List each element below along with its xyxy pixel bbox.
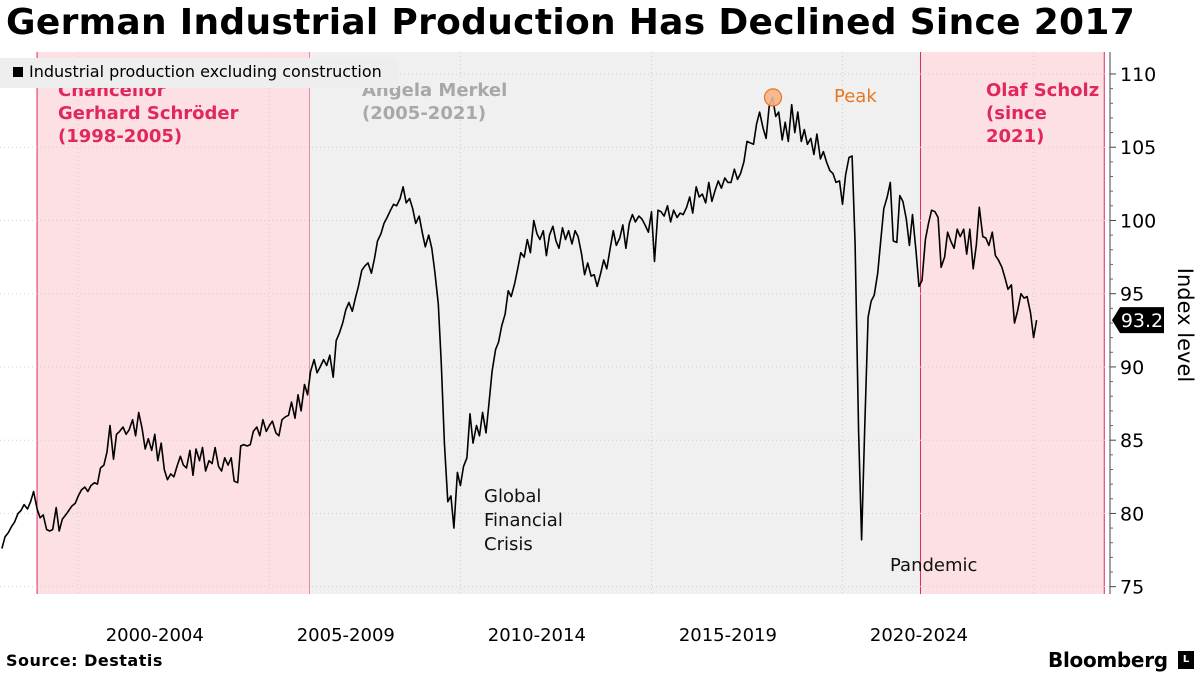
gridlines <box>0 52 1110 594</box>
series-line <box>1 96 1038 549</box>
region-label-merkel: Angela Merkel <box>362 80 507 101</box>
x-tick-label: 2020-2024 <box>870 625 968 646</box>
region-scholz <box>920 52 1105 594</box>
region-shades <box>36 52 1105 594</box>
region-label-scholz: Olaf Scholz <box>986 80 1099 101</box>
annotation-pandemic: Pandemic <box>890 555 977 576</box>
axes: 75 80 85 90 95 100 105 110 Index level 93.2 2000-2… <box>106 52 1197 646</box>
annotation-gfc: Financial <box>484 510 563 531</box>
y-tick-label: 95 <box>1120 284 1144 306</box>
source-note: Source: Destatis <box>6 651 163 670</box>
annotation-peak: Peak <box>834 86 877 107</box>
peak-marker <box>763 88 783 107</box>
y-tick-label: 80 <box>1120 503 1144 525</box>
region-label-scholz: 2021) <box>986 126 1044 147</box>
annotations: Global Financial Crisis Pandemic Peak <box>484 86 977 576</box>
legend: Industrial production excluding construc… <box>0 58 398 88</box>
y-tick-label: 105 <box>1120 137 1156 159</box>
annotation-gfc: Crisis <box>484 534 533 555</box>
y-tick-label: 75 <box>1120 577 1144 599</box>
x-tick-label: 2010-2014 <box>488 625 586 646</box>
region-label-merkel: (2005-2021) <box>362 103 486 124</box>
bloomberg-terminal-icon: L <box>1178 651 1194 669</box>
last-value-label: 93.2 <box>1121 310 1163 332</box>
region-schroeder <box>37 52 310 594</box>
region-label-scholz: (since <box>986 103 1047 124</box>
y-tick-label: 85 <box>1120 430 1144 452</box>
region-merkel <box>309 52 921 594</box>
legend-swatch <box>13 67 23 77</box>
y-axis-title: Index level <box>1173 268 1197 382</box>
x-tick-label: 2000-2004 <box>106 625 204 646</box>
bloomberg-logo: Bloomberg <box>1048 648 1168 672</box>
x-tick-label: 2005-2009 <box>297 625 395 646</box>
legend-label: Industrial production excluding construc… <box>29 62 382 81</box>
series-layer <box>1 96 1038 549</box>
y-tick-label: 100 <box>1120 210 1156 232</box>
x-tick-label: 2015-2019 <box>679 625 777 646</box>
last-value-badge <box>1112 307 1164 334</box>
chart-title: German Industrial Production Has Decline… <box>6 2 1136 43</box>
y-tick-label: 90 <box>1120 357 1144 379</box>
annotation-gfc: Global <box>484 486 541 507</box>
region-label-schroeder: (1998-2005) <box>58 126 182 147</box>
region-label-schroeder: Gerhard Schröder <box>58 103 239 124</box>
y-tick-label: 110 <box>1120 64 1156 86</box>
